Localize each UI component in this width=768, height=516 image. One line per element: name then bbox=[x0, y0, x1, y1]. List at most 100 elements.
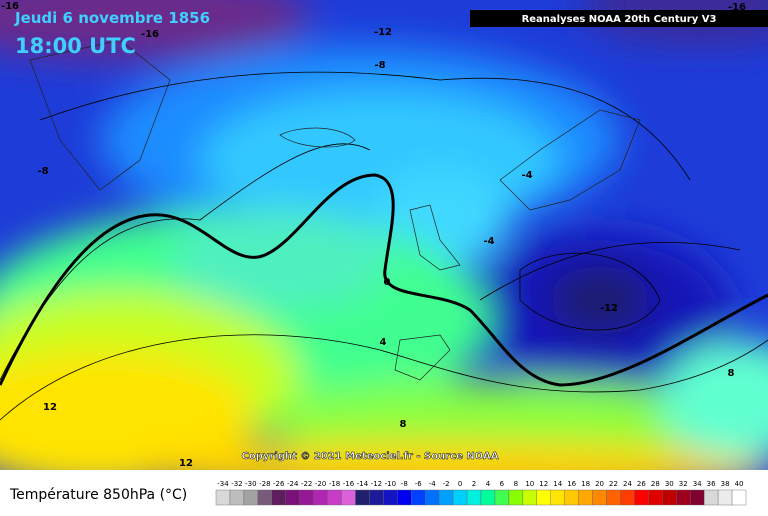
legend-label: 32 bbox=[679, 480, 688, 488]
legend-label: -18 bbox=[329, 480, 340, 488]
legend-label: 16 bbox=[567, 480, 576, 488]
legend-label: -4 bbox=[429, 480, 437, 488]
legend-swatch bbox=[480, 489, 496, 506]
contour-label: -12 bbox=[374, 27, 392, 38]
time: 18:00 UTC bbox=[15, 34, 136, 58]
legend-label: 36 bbox=[707, 480, 716, 488]
contour-label: -8 bbox=[37, 166, 48, 177]
legend-swatch bbox=[383, 489, 398, 506]
legend-label: -26 bbox=[273, 480, 285, 488]
legend-label: -2 bbox=[443, 480, 450, 488]
title: Jeudi 6 novembre 1856 bbox=[14, 9, 210, 27]
legend-swatch bbox=[550, 489, 565, 506]
legend-label: 20 bbox=[595, 480, 604, 488]
legend-label: 0 bbox=[458, 480, 462, 488]
legend-label: -6 bbox=[415, 480, 423, 488]
legend: -34 -32 -30 -28 -26 -24 -22 -20 -18 -16 -14 -12 -10-… bbox=[215, 480, 747, 506]
legend-label: -10 bbox=[385, 480, 396, 488]
legend-swatch bbox=[257, 489, 272, 506]
legend-label: -30 bbox=[245, 480, 256, 488]
legend-swatch bbox=[690, 489, 705, 506]
contour-label: 8 bbox=[728, 368, 735, 379]
legend-swatch bbox=[564, 489, 579, 506]
legend-swatch bbox=[397, 489, 412, 506]
legend-swatch bbox=[299, 489, 314, 506]
legend-swatch bbox=[327, 489, 342, 506]
legend-label: -28 bbox=[259, 480, 270, 488]
legend-swatch bbox=[731, 489, 747, 506]
legend-swatch bbox=[425, 489, 440, 506]
legend-label: -32 bbox=[231, 480, 242, 488]
legend-swatch bbox=[592, 489, 607, 506]
legend-label: -8 bbox=[401, 480, 408, 488]
legend-label: 12 bbox=[539, 480, 548, 488]
legend-label: -14 bbox=[357, 480, 369, 488]
legend-label: 14 bbox=[553, 480, 562, 488]
legend-label: -24 bbox=[287, 480, 299, 488]
legend-swatch bbox=[243, 489, 259, 506]
legend-label: 34 bbox=[693, 480, 702, 488]
legend-swatch bbox=[717, 489, 733, 506]
legend-swatch bbox=[438, 489, 454, 506]
source: Reanalyses NOAA 20th Century V3 bbox=[522, 14, 717, 25]
legend-swatch bbox=[355, 489, 370, 506]
contour-label: 4 bbox=[380, 337, 387, 348]
legend-label: -16 bbox=[343, 480, 355, 488]
legend-label: 26 bbox=[637, 480, 646, 488]
legend-swatch bbox=[662, 489, 677, 506]
legend-label: 30 bbox=[665, 480, 674, 488]
contour-label: -12 bbox=[600, 303, 618, 314]
legend-swatch bbox=[369, 489, 384, 506]
contour-label: 8 bbox=[400, 419, 407, 430]
contour-label: 12 bbox=[179, 458, 193, 469]
legend-swatch bbox=[313, 489, 328, 506]
legend-label: 22 bbox=[609, 480, 618, 488]
contour-label: -16 bbox=[141, 29, 159, 40]
legend-swatch bbox=[676, 489, 691, 506]
contour-label: 12 bbox=[43, 402, 57, 413]
legend-label: 28 bbox=[651, 480, 660, 488]
legend-label: 8 bbox=[514, 480, 518, 488]
legend-title: Température 850hPa (°C) bbox=[9, 487, 187, 503]
legend-swatch bbox=[536, 489, 551, 506]
legend-swatch bbox=[522, 489, 537, 506]
legend-swatch bbox=[229, 489, 245, 506]
legend-swatch bbox=[452, 489, 468, 506]
legend-label: 18 bbox=[581, 480, 590, 488]
legend-label: -20 bbox=[315, 480, 326, 488]
legend-swatch bbox=[606, 489, 621, 506]
legend-swatch bbox=[703, 489, 719, 506]
map: -16 -16 -12 -8 -8 -4 -4 0 -12 4 8 12 12 … bbox=[0, 0, 768, 470]
contour-label: 0 bbox=[384, 277, 391, 288]
legend-label: 38 bbox=[721, 480, 730, 488]
legend-label: 24 bbox=[623, 480, 632, 488]
contour-label: -4 bbox=[483, 236, 494, 247]
legend-swatch bbox=[634, 489, 649, 506]
legend-swatch bbox=[466, 489, 482, 506]
contour-label: -16 bbox=[728, 2, 746, 13]
legend-swatch bbox=[215, 489, 231, 506]
legend-swatch bbox=[648, 489, 663, 506]
legend-label: 6 bbox=[500, 480, 505, 488]
legend-label: 4 bbox=[486, 480, 491, 488]
contour-label: -8 bbox=[374, 60, 385, 71]
legend-swatch bbox=[411, 489, 426, 506]
legend-swatch bbox=[494, 489, 510, 506]
legend-label: 10 bbox=[525, 480, 534, 488]
legend-swatch bbox=[508, 489, 524, 506]
copyright: Copyright © 2021 Meteociel.fr - Source N… bbox=[242, 451, 499, 462]
source-box bbox=[470, 10, 768, 27]
legend-swatch bbox=[271, 489, 286, 506]
legend-swatch bbox=[285, 489, 300, 506]
legend-swatch bbox=[341, 489, 356, 506]
legend-label: -12 bbox=[371, 480, 382, 488]
legend-label: -22 bbox=[301, 480, 312, 488]
legend-swatch bbox=[578, 489, 593, 506]
contour-label: -16 bbox=[1, 1, 19, 12]
legend-label: -34 bbox=[217, 480, 229, 488]
legend-label: 2 bbox=[472, 480, 476, 488]
legend-label: 40 bbox=[735, 480, 744, 488]
contour-label: -4 bbox=[521, 170, 532, 181]
legend-swatch bbox=[620, 489, 635, 506]
